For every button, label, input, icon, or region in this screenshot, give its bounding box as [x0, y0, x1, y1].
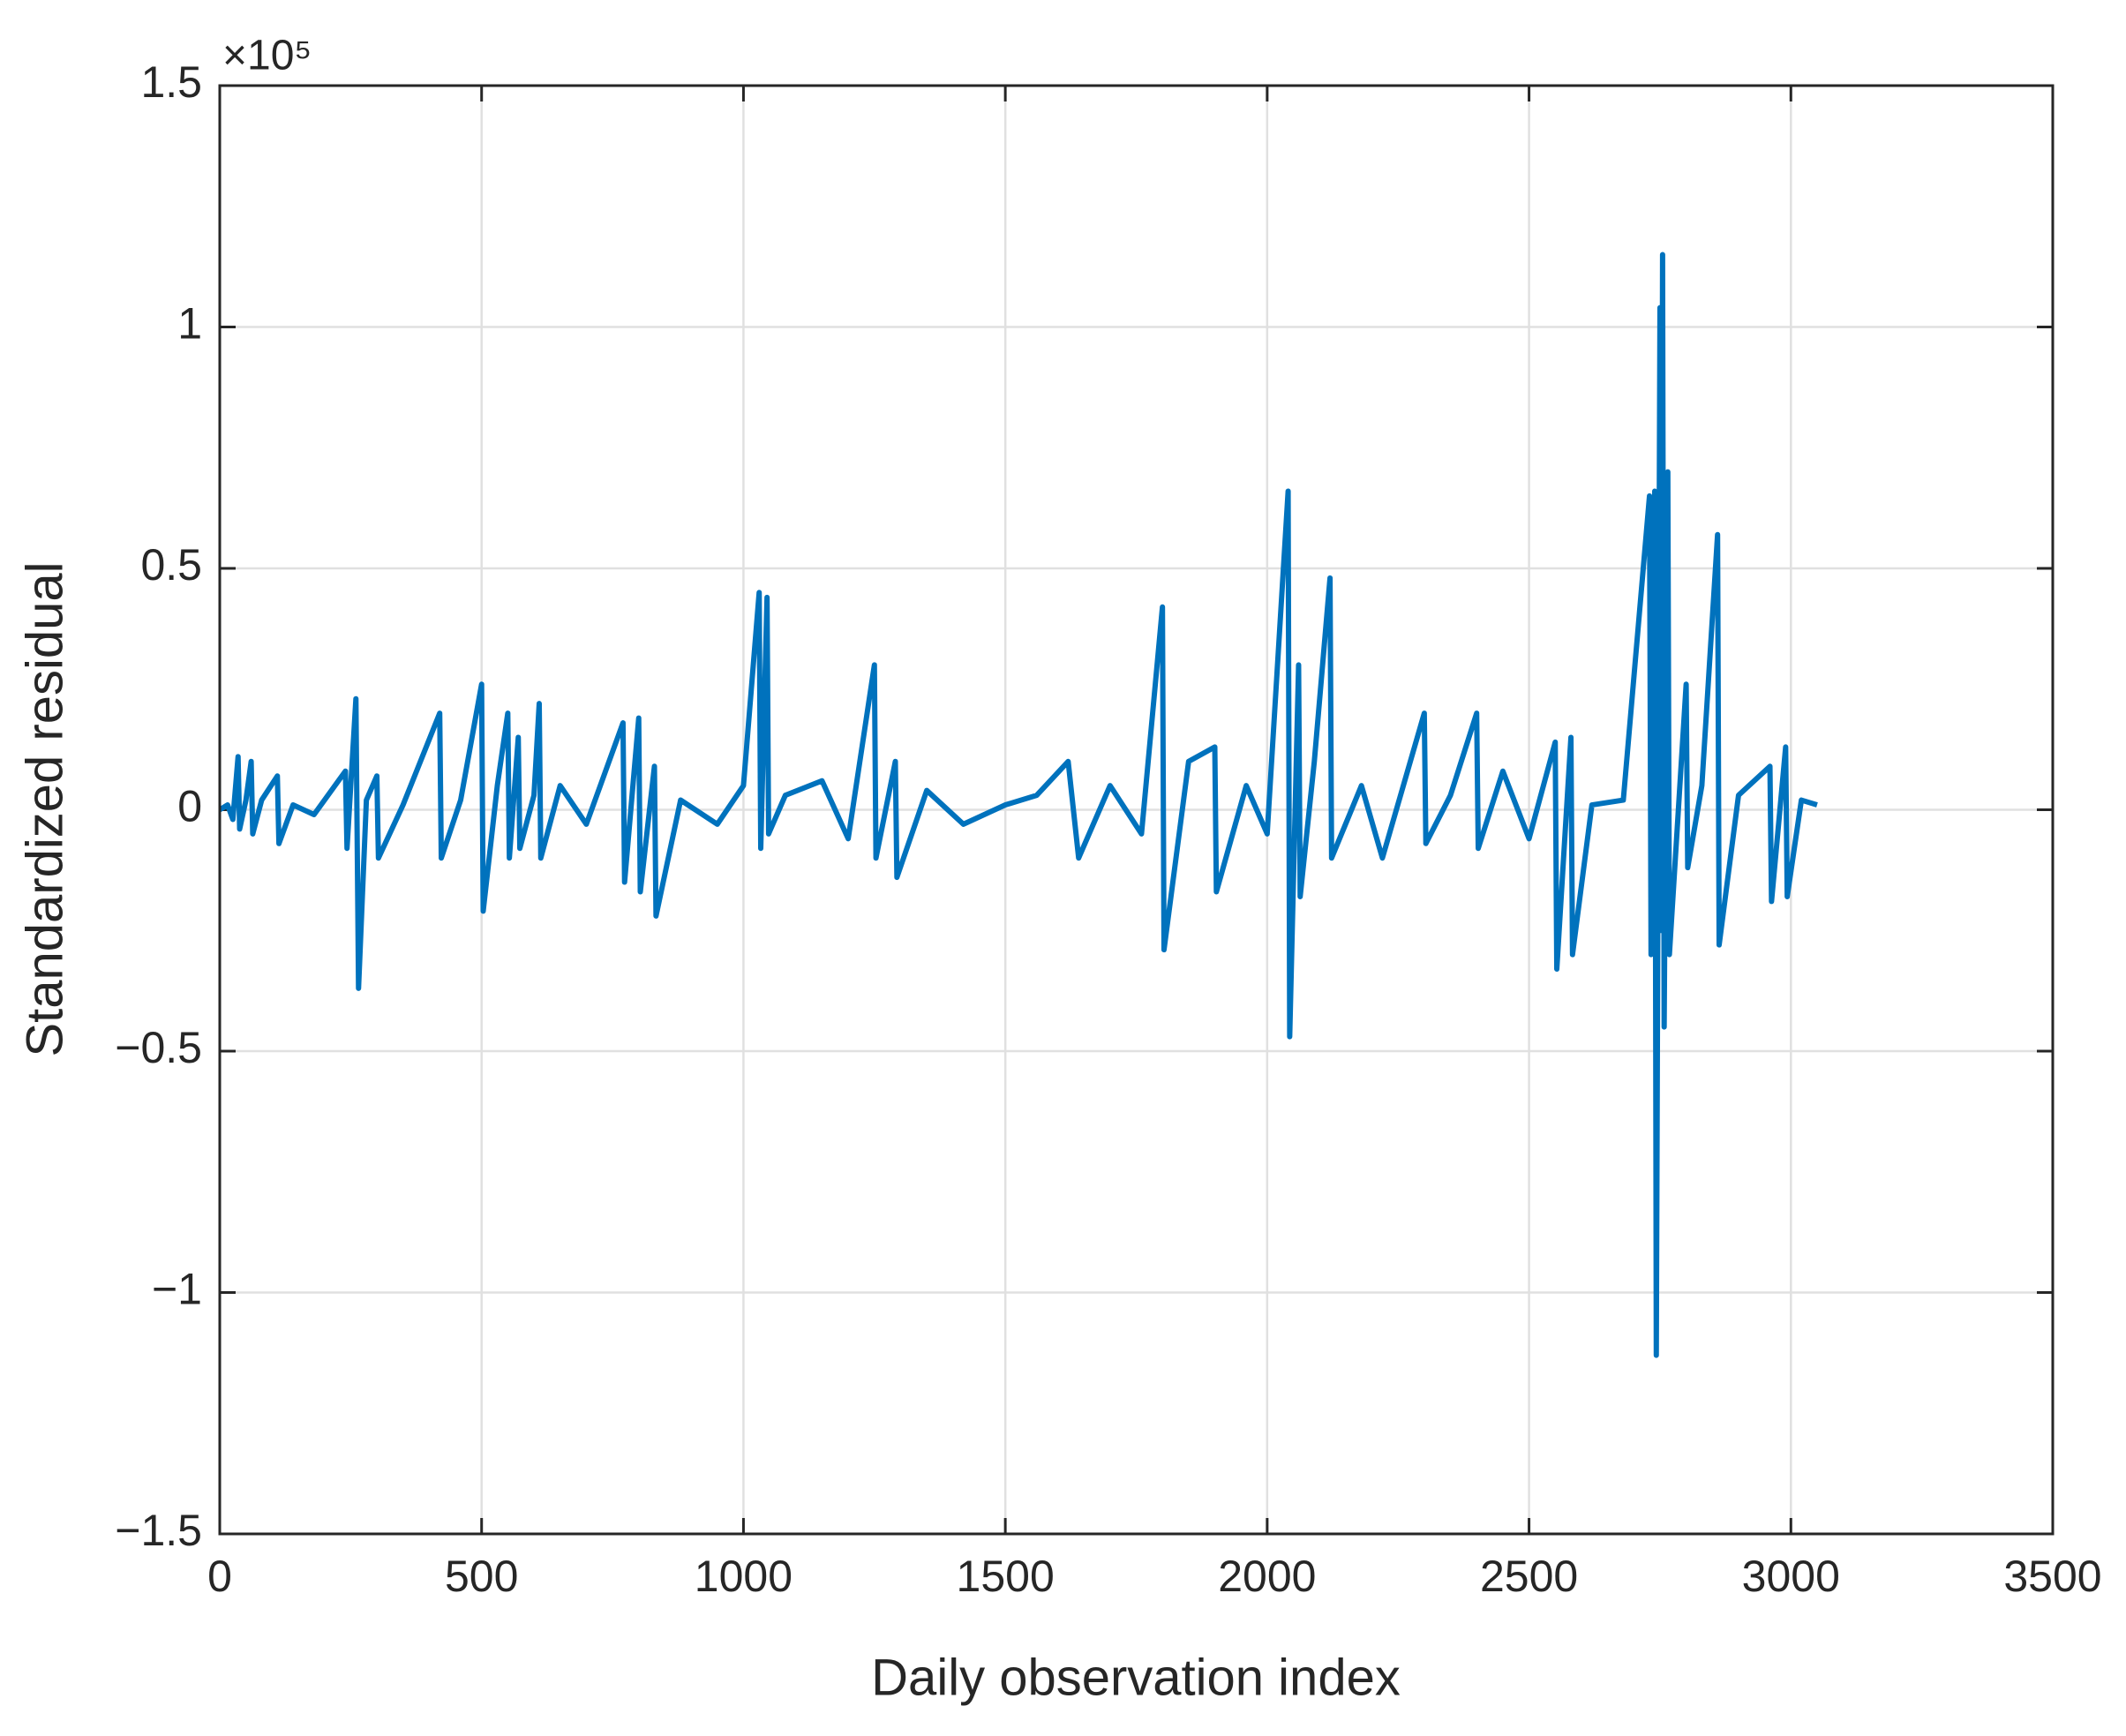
y-axis-label: Standardized residual	[16, 561, 73, 1056]
y-tick-label: −1	[152, 1265, 202, 1314]
y-tick-label: −1.5	[115, 1506, 202, 1555]
x-tick-label: 0	[207, 1552, 232, 1601]
x-tick-label: 500	[445, 1552, 518, 1601]
data-line	[218, 252, 1818, 1358]
y-multiplier: ×10⁵	[222, 33, 312, 79]
x-tick-label: 3000	[1742, 1552, 1840, 1601]
y-tick-label: 1.5	[140, 57, 202, 107]
y-tick-label: 0.5	[140, 540, 202, 590]
x-tick-label: 2000	[1218, 1552, 1316, 1601]
y-tick-label: −0.5	[115, 1023, 202, 1072]
x-tick-label: 3500	[2003, 1552, 2101, 1601]
x-tick-label: 2500	[1480, 1552, 1578, 1601]
x-tick-label: 1000	[695, 1552, 793, 1601]
x-tick-label: 1500	[957, 1552, 1055, 1601]
x-axis-label: Daily observation index	[871, 1649, 1401, 1706]
plot-frame	[218, 84, 2055, 1536]
y-tick-label: 0	[177, 782, 202, 831]
y-tick-label: 1	[177, 299, 202, 349]
